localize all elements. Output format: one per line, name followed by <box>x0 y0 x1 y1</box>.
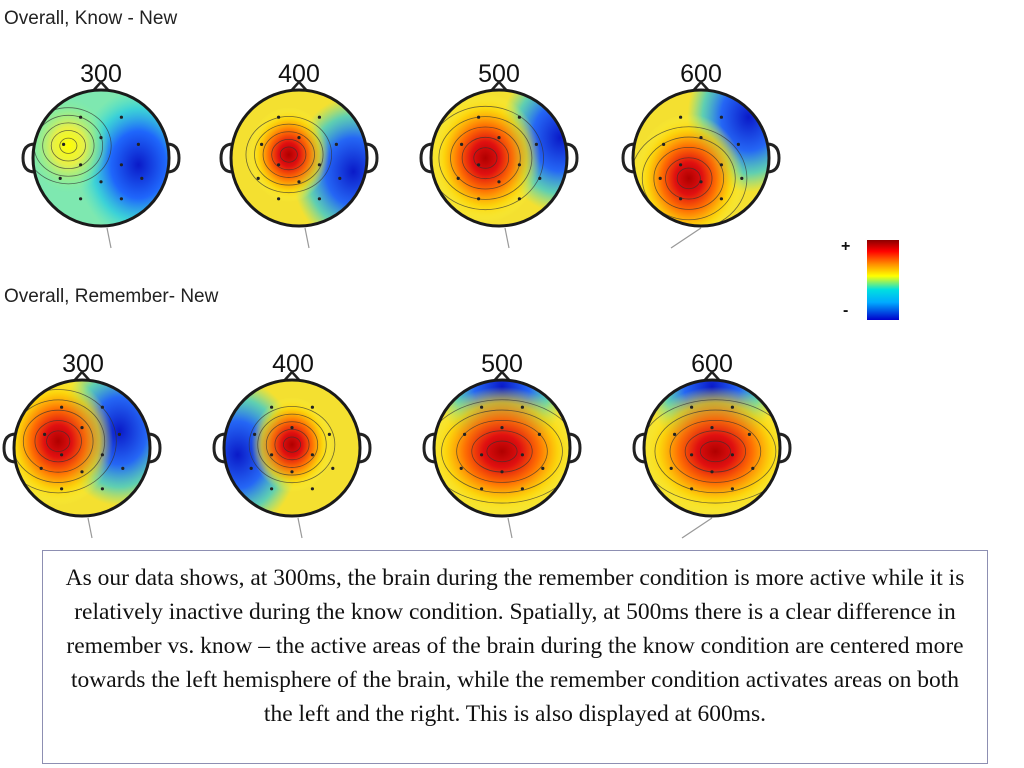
left-ear <box>422 432 437 464</box>
right-ear <box>777 432 792 464</box>
right-ear <box>357 432 372 464</box>
head-outline <box>229 88 369 228</box>
head-outline <box>432 378 572 518</box>
left-ear <box>2 432 17 464</box>
head-outline <box>429 88 569 228</box>
caption-box: As our data shows, at 300ms, the brain d… <box>42 550 988 764</box>
head-outline <box>31 88 171 228</box>
left-ear <box>21 142 36 174</box>
head-outline <box>642 378 782 518</box>
right-ear <box>147 432 162 464</box>
row-title-know: Overall, Know - New <box>4 8 178 29</box>
right-ear <box>166 142 181 174</box>
right-ear <box>564 142 579 174</box>
colorbar-minus-label: - <box>843 302 849 319</box>
right-ear <box>364 142 379 174</box>
left-ear <box>632 432 647 464</box>
colorbar <box>867 240 899 320</box>
row-title-remember: Overall, Remember- New <box>4 286 219 307</box>
left-ear <box>621 142 636 174</box>
right-ear <box>766 142 781 174</box>
head-outline <box>12 378 152 518</box>
caption-text: As our data shows, at 300ms, the brain d… <box>65 565 965 727</box>
head-outline <box>222 378 362 518</box>
left-ear <box>419 142 434 174</box>
left-ear <box>212 432 227 464</box>
head-outline <box>631 88 771 228</box>
colorbar-plus-label: + <box>841 238 851 255</box>
left-ear <box>219 142 234 174</box>
right-ear <box>567 432 582 464</box>
